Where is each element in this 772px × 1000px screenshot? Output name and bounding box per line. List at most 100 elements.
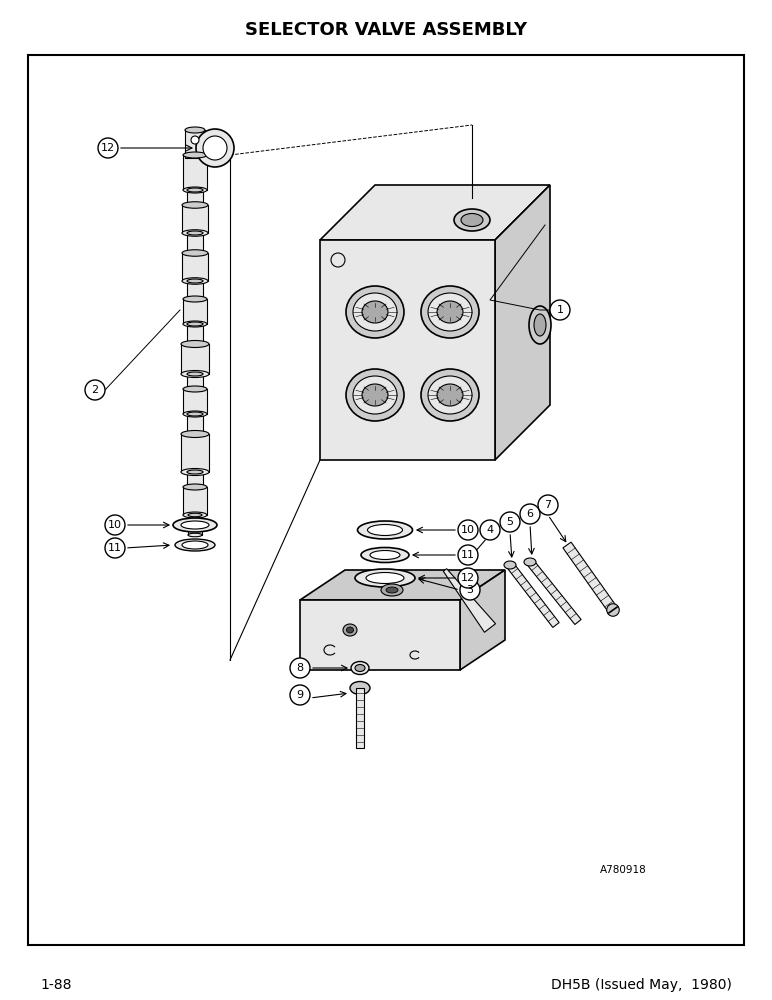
Text: 2: 2	[91, 385, 99, 395]
Ellipse shape	[183, 187, 207, 193]
Ellipse shape	[529, 306, 551, 344]
Text: 9: 9	[296, 690, 303, 700]
Circle shape	[98, 138, 118, 158]
Ellipse shape	[187, 432, 203, 436]
Ellipse shape	[182, 278, 208, 284]
Ellipse shape	[347, 627, 354, 633]
Ellipse shape	[343, 624, 357, 636]
Bar	[185, 130, 205, 158]
Polygon shape	[507, 563, 559, 627]
Ellipse shape	[437, 301, 463, 323]
Ellipse shape	[504, 561, 516, 569]
Ellipse shape	[381, 584, 403, 596]
Bar	[28, 55, 744, 945]
Text: 4: 4	[486, 525, 493, 535]
Ellipse shape	[203, 136, 227, 160]
Ellipse shape	[187, 231, 203, 235]
Bar	[187, 374, 203, 389]
Ellipse shape	[187, 322, 203, 326]
Polygon shape	[495, 185, 550, 460]
Bar	[188, 515, 202, 535]
Ellipse shape	[183, 411, 207, 417]
Ellipse shape	[187, 251, 203, 255]
Ellipse shape	[185, 127, 205, 133]
Bar	[183, 487, 207, 515]
Ellipse shape	[362, 384, 388, 406]
Text: 10: 10	[108, 520, 122, 530]
Ellipse shape	[346, 369, 404, 421]
Ellipse shape	[187, 485, 203, 489]
Bar	[300, 600, 460, 670]
Circle shape	[480, 520, 500, 540]
Ellipse shape	[362, 301, 388, 323]
Circle shape	[105, 515, 125, 535]
Circle shape	[520, 504, 540, 524]
Circle shape	[458, 520, 478, 540]
Text: 6: 6	[527, 509, 533, 519]
Circle shape	[85, 380, 105, 400]
Bar	[181, 434, 209, 472]
Ellipse shape	[175, 539, 215, 551]
Polygon shape	[443, 569, 496, 632]
Ellipse shape	[181, 340, 209, 348]
Bar	[187, 281, 203, 299]
Ellipse shape	[353, 293, 397, 331]
Bar	[182, 205, 208, 233]
Bar	[356, 688, 364, 748]
Ellipse shape	[183, 512, 207, 518]
Ellipse shape	[370, 550, 400, 560]
Text: 12: 12	[461, 573, 475, 583]
Ellipse shape	[421, 286, 479, 338]
Text: 7: 7	[544, 500, 551, 510]
Ellipse shape	[386, 587, 398, 593]
Ellipse shape	[187, 188, 203, 192]
Ellipse shape	[355, 664, 365, 672]
Circle shape	[500, 512, 520, 532]
Text: 1: 1	[557, 305, 564, 315]
Ellipse shape	[191, 136, 199, 144]
Ellipse shape	[188, 513, 202, 517]
Ellipse shape	[353, 376, 397, 414]
Ellipse shape	[461, 214, 483, 227]
Ellipse shape	[187, 387, 203, 391]
Text: 3: 3	[466, 585, 473, 595]
Circle shape	[550, 300, 570, 320]
Ellipse shape	[437, 384, 463, 406]
Circle shape	[290, 658, 310, 678]
Circle shape	[105, 538, 125, 558]
Ellipse shape	[187, 412, 203, 416]
Bar	[181, 344, 209, 374]
Ellipse shape	[187, 203, 203, 207]
Text: 12: 12	[101, 143, 115, 153]
Text: SELECTOR VALVE ASSEMBLY: SELECTOR VALVE ASSEMBLY	[245, 21, 527, 39]
Text: 10: 10	[461, 525, 475, 535]
Ellipse shape	[182, 202, 208, 208]
Ellipse shape	[181, 430, 209, 438]
Ellipse shape	[181, 468, 209, 476]
Ellipse shape	[366, 572, 404, 584]
Ellipse shape	[182, 250, 208, 256]
Text: 11: 11	[461, 550, 475, 560]
Ellipse shape	[534, 314, 546, 336]
Bar	[187, 190, 203, 205]
Ellipse shape	[350, 682, 370, 694]
Ellipse shape	[183, 296, 207, 302]
Bar	[187, 472, 203, 487]
Ellipse shape	[367, 524, 402, 536]
Circle shape	[458, 568, 478, 588]
Text: 8: 8	[296, 663, 303, 673]
Bar	[183, 155, 207, 190]
Ellipse shape	[183, 152, 207, 158]
Circle shape	[458, 545, 478, 565]
Text: 1-88: 1-88	[40, 978, 72, 992]
Text: A780918: A780918	[600, 865, 647, 875]
Text: DH5B (Issued May,  1980): DH5B (Issued May, 1980)	[551, 978, 732, 992]
Circle shape	[460, 580, 480, 600]
Polygon shape	[320, 185, 550, 240]
Bar	[320, 240, 495, 460]
Ellipse shape	[355, 569, 415, 587]
Polygon shape	[300, 570, 505, 600]
Ellipse shape	[187, 372, 203, 376]
Ellipse shape	[187, 279, 203, 283]
Ellipse shape	[181, 521, 209, 529]
